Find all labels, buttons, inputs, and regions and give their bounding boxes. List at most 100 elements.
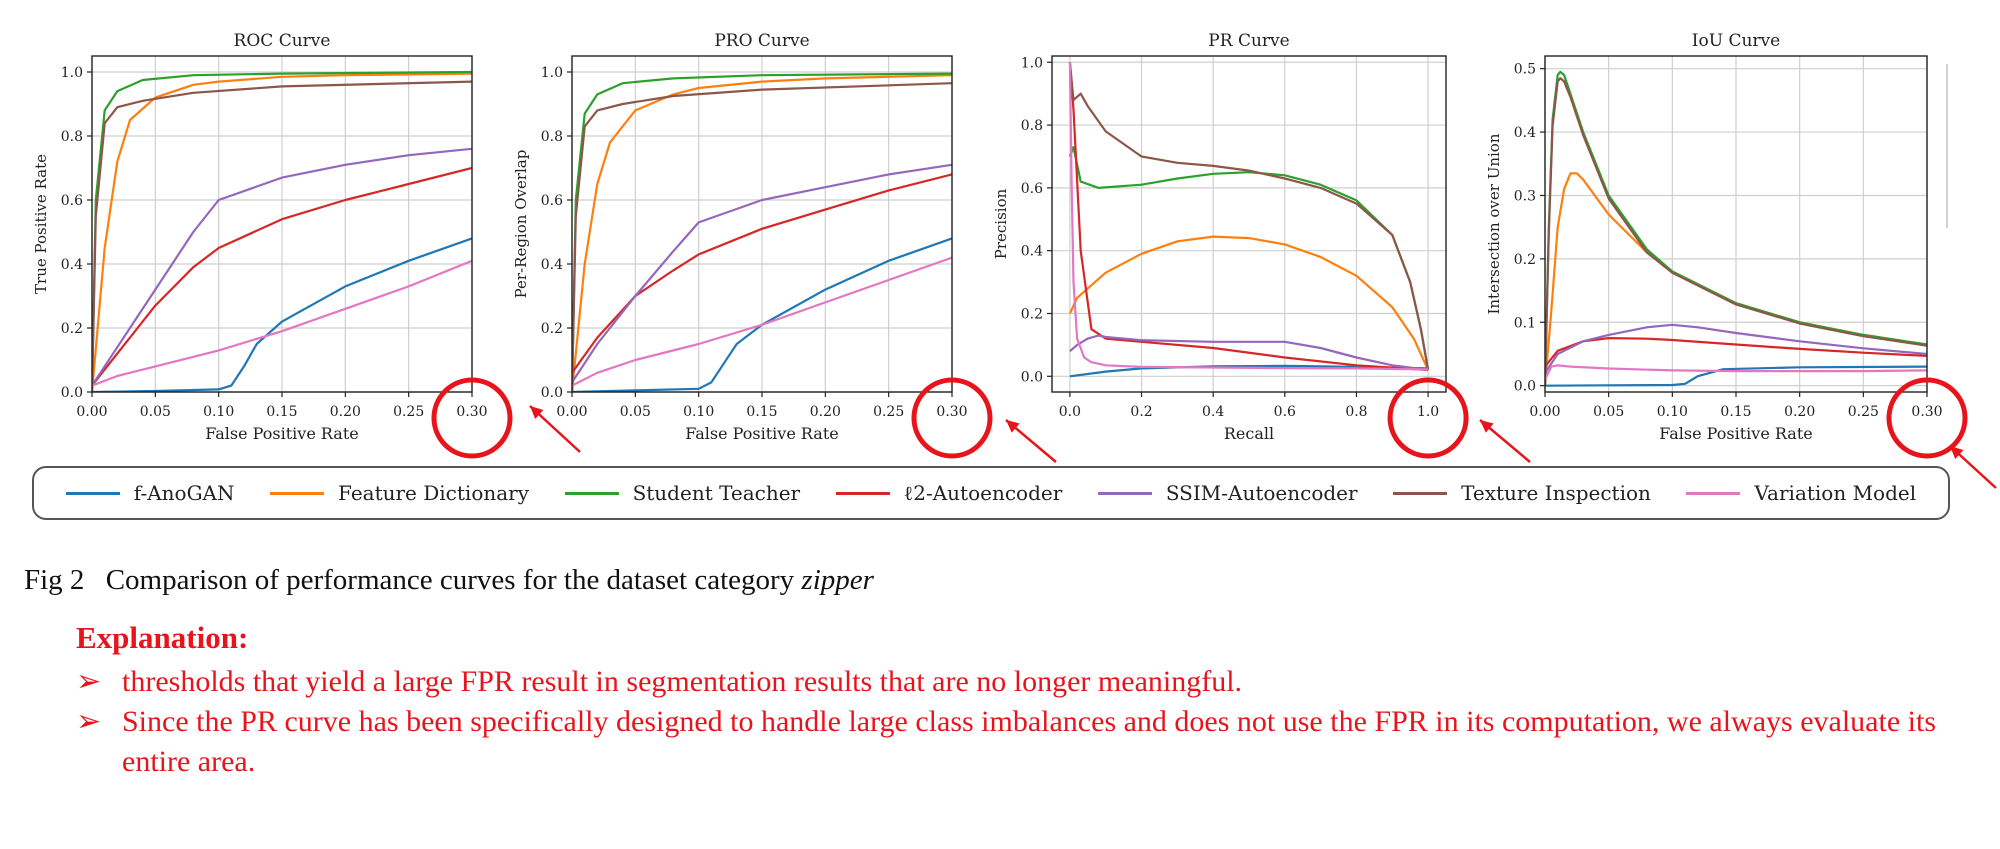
y-tick-label: 1.0 <box>1021 55 1043 71</box>
series-line-ssim-autoencoder <box>1545 323 1927 374</box>
y-tick-label: 0.3 <box>1514 188 1536 204</box>
series-line-variation-model <box>572 256 952 387</box>
legend-swatch <box>835 491 890 495</box>
x-tick-label: 0.25 <box>393 404 424 420</box>
legend-label: f-AnoGAN <box>133 481 235 505</box>
series-line-student-teacher <box>572 72 952 392</box>
x-tick-label: 0.10 <box>203 404 234 420</box>
x-tick-label: 0.05 <box>620 404 651 420</box>
legend-label: Texture Inspection <box>1461 481 1651 505</box>
caption-text: Comparison of performance curves for the… <box>105 564 795 596</box>
chart-figure: 0.00 0.05 0.10 0.15 0.20 0.25 0.30 0.0 0.2 0.4 0.6… <box>32 31 1997 489</box>
x-axis-label: Recall <box>1224 424 1274 443</box>
arrow-bullet-icon: ➢ <box>76 705 102 738</box>
pointer-arrow <box>529 405 581 453</box>
x-tick-label: 0.0 <box>1059 404 1081 420</box>
x-tick-label: 0.20 <box>1784 404 1815 420</box>
y-tick-label: 0.0 <box>1514 379 1536 395</box>
series-line-variation-model <box>1068 62 1429 371</box>
legend-label: Student Teacher <box>632 481 801 505</box>
y-tick-label: 0.6 <box>61 193 83 209</box>
y-tick-label: 0.2 <box>1021 306 1043 322</box>
y-tick-label: 0.8 <box>1021 118 1043 134</box>
x-tick-label: 0.00 <box>76 404 107 420</box>
arrow-head <box>1006 420 1020 433</box>
legend-swatch <box>65 491 120 495</box>
legend-label: SSIM-Autoencoder <box>1165 481 1358 505</box>
x-tick-label: 0.6 <box>1274 404 1296 420</box>
y-tick-label: 0.5 <box>1514 62 1536 78</box>
legend-item-ssim-autoencoder: SSIM-Autoencoder <box>1097 481 1358 505</box>
arrow-head <box>1480 420 1494 433</box>
series-line-ssim-autoencoder <box>92 147 472 387</box>
y-tick-label: 0.6 <box>541 193 563 209</box>
y-tick-label: 1.0 <box>541 65 563 81</box>
chart-title: PRO Curve <box>714 31 809 51</box>
x-tick-label: 0.20 <box>810 404 841 420</box>
series-line-student-teacher <box>92 70 472 392</box>
legend-swatch <box>1097 491 1152 495</box>
y-tick-label: 0.1 <box>1514 315 1536 331</box>
series-line-feature-dictionary <box>1068 235 1430 371</box>
figure-number: Fig 2 <box>24 564 85 596</box>
y-axis-label: Per-Region Overlap <box>512 150 530 299</box>
x-tick-label: 0.10 <box>1657 404 1688 420</box>
y-tick-label: 0.0 <box>61 385 83 401</box>
series-line-2-autoencoder <box>1068 62 1429 372</box>
bullet-text: thresholds that yield a large FPR result… <box>122 665 1243 698</box>
series-line-texture-inspection <box>572 82 952 392</box>
arrow-head <box>530 406 544 420</box>
x-tick-label: 1.0 <box>1417 404 1439 420</box>
x-tick-label: 0.10 <box>683 404 714 420</box>
y-tick-label: 0.4 <box>541 257 563 273</box>
x-axis-label: False Positive Rate <box>685 424 839 443</box>
x-tick-label: 0.30 <box>456 404 487 420</box>
series-line-f-anogan <box>92 237 472 392</box>
chart-panel-pro-curve: 0.00 0.05 0.10 0.15 0.20 0.25 0.30 0.0 0.2 0.4 0.6… <box>512 31 993 459</box>
x-tick-label: 0.15 <box>746 404 777 420</box>
y-tick-label: 0.2 <box>541 321 563 337</box>
y-tick-label: 0.4 <box>61 257 83 273</box>
series-line-texture-inspection <box>92 80 472 392</box>
y-axis-label: Intersection over Union <box>1485 133 1503 314</box>
y-tick-label: 0.4 <box>1514 125 1536 141</box>
explanation-bullet: ➢ Since the PR curve has been specifical… <box>76 702 1956 782</box>
x-axis-label: False Positive Rate <box>205 424 359 443</box>
x-tick-label: 0.15 <box>266 404 297 420</box>
legend-swatch <box>564 491 619 495</box>
series-line-feature-dictionary <box>572 74 952 392</box>
x-tick-label: 0.25 <box>1848 404 1879 420</box>
y-tick-label: 0.0 <box>541 385 563 401</box>
y-tick-label: 1.0 <box>61 65 83 81</box>
x-tick-label: 0.4 <box>1202 404 1224 420</box>
explanation-title: Explanation: <box>76 620 249 655</box>
y-tick-label: 0.8 <box>541 129 563 145</box>
legend: f-AnoGAN Feature Dictionary Student Teac… <box>32 466 1950 520</box>
chart-panel-pr-curve: 0.0 0.2 0.4 0.6 0.8 1.0 0.0 0.2 0.4 0.6 0.8 1.0 PR C… <box>992 31 1469 459</box>
series-line-texture-inspection <box>1068 62 1430 371</box>
highlight-circle <box>1387 377 1469 459</box>
chart-panel-roc-curve: 0.00 0.05 0.10 0.15 0.20 0.25 0.30 0.0 0.2 0.4 0.6… <box>32 31 513 459</box>
legend-item-f-anogan: f-AnoGAN <box>65 481 235 505</box>
legend-label: ℓ2-Autoencoder <box>903 480 1063 505</box>
x-tick-label: 0.2 <box>1130 404 1152 420</box>
legend-label: Feature Dictionary <box>338 481 530 505</box>
highlight-circle <box>911 377 993 459</box>
series-line-variation-model <box>92 259 472 387</box>
chart-title: ROC Curve <box>234 31 331 51</box>
caption-emphasis: zipper <box>801 564 874 596</box>
plot-frame <box>1051 55 1447 393</box>
y-tick-label: 0.8 <box>61 129 83 145</box>
x-tick-label: 0.8 <box>1345 404 1367 420</box>
series-line-f-anogan <box>1069 364 1429 378</box>
chart-title: IoU Curve <box>1692 31 1780 51</box>
legend-swatch <box>270 491 325 495</box>
legend-item-texture-inspection: Texture Inspection <box>1393 481 1651 505</box>
series-line-feature-dictionary <box>92 72 472 392</box>
x-tick-label: 0.20 <box>330 404 361 420</box>
y-tick-label: 0.4 <box>1021 244 1043 260</box>
highlight-circle <box>431 377 513 459</box>
series-line-f-anogan <box>572 237 952 392</box>
y-tick-label: 0.6 <box>1021 181 1043 197</box>
x-tick-label: 0.00 <box>1529 404 1560 420</box>
